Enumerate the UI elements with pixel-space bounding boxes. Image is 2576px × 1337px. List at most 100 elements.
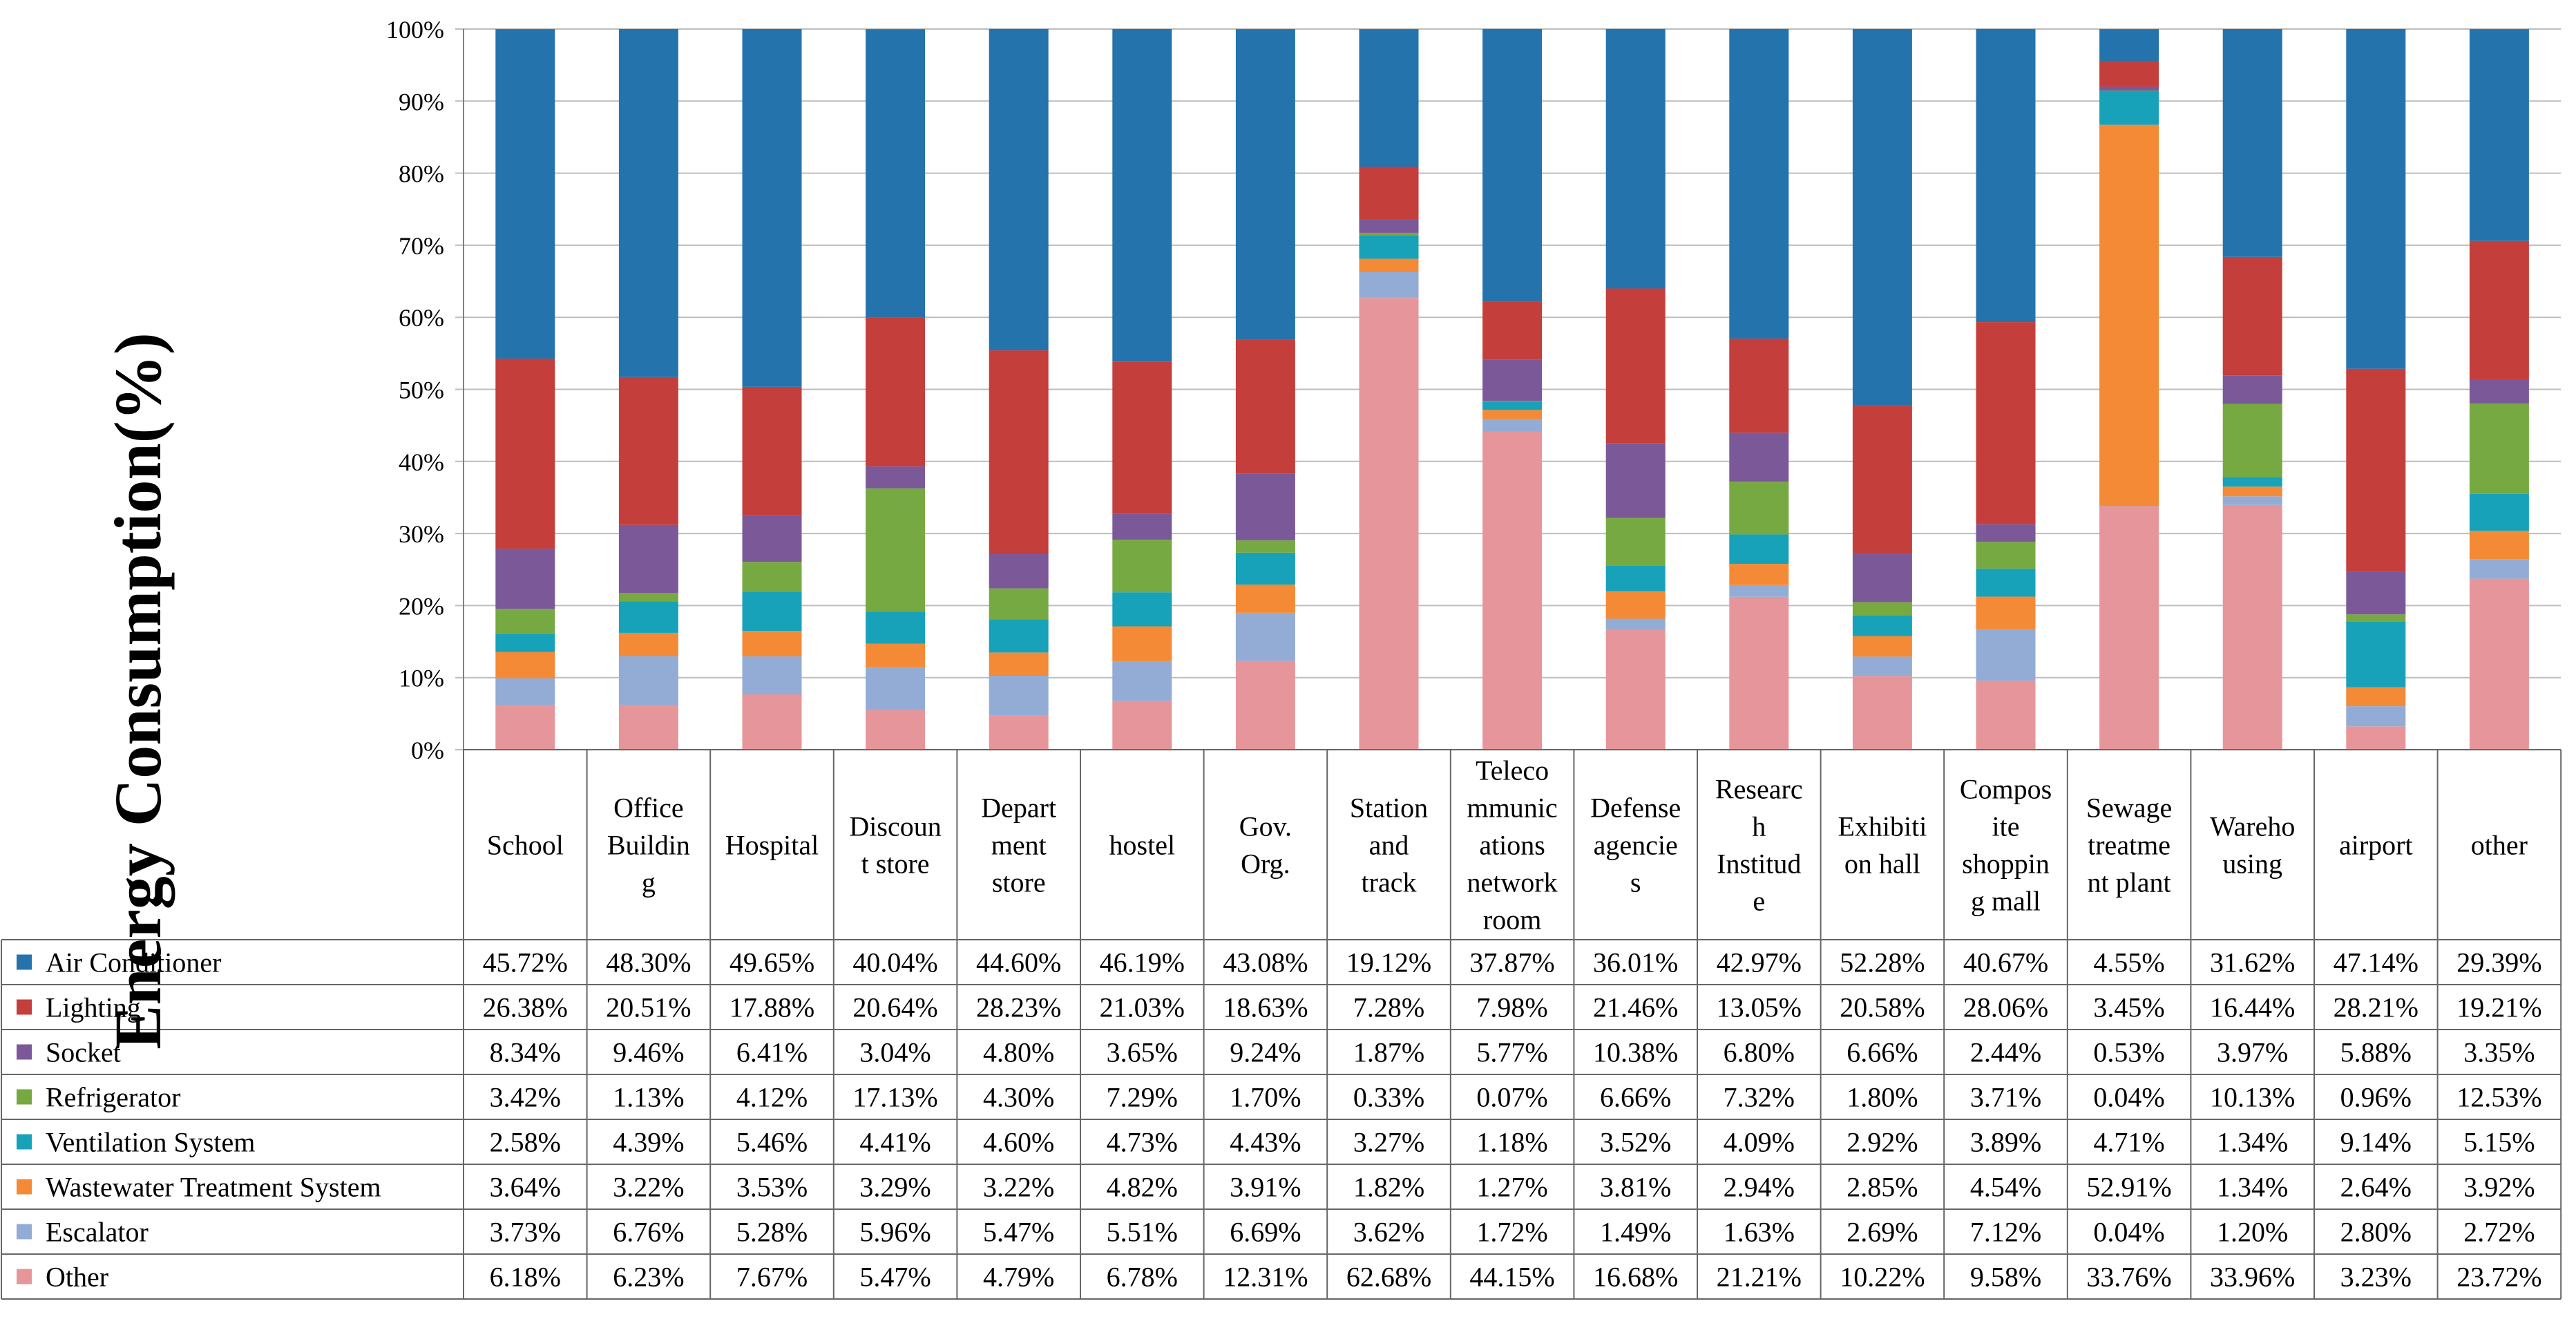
data-label-lighting-exhibition-hall: 20.58%	[1840, 992, 1925, 1023]
bar-ventilation-system-station-and-track	[1359, 235, 1419, 258]
data-label-other-school: 6.18%	[490, 1262, 561, 1293]
bar-socket-gov-org	[1236, 474, 1295, 540]
data-label-escalator-composite-shopping-mall: 7.12%	[1970, 1217, 2041, 1248]
bar-socket-station-and-track	[1359, 219, 1419, 233]
y-axis-label: Energy Consumption(%)	[97, 276, 180, 1106]
data-label-wastewater-treatment-system-discount-store: 3.29%	[859, 1172, 931, 1203]
legend-swatch-air-conditioner	[17, 955, 32, 970]
bar-other-warehousing	[2223, 505, 2282, 750]
data-label-escalator-telecommunications-network-room: 1.72%	[1476, 1217, 1547, 1248]
category-label-research-institude: h	[1752, 811, 1766, 842]
data-label-ventilation-system-exhibition-hall: 2.92%	[1847, 1127, 1918, 1158]
data-label-socket-discount-store: 3.04%	[859, 1037, 931, 1068]
data-label-other-research-institude: 21.21%	[1717, 1262, 1802, 1293]
data-label-other-composite-shopping-mall: 9.58%	[1970, 1262, 2041, 1293]
data-label-other-hostel: 6.78%	[1107, 1262, 1178, 1293]
legend-swatch-lighting	[17, 1000, 32, 1015]
data-label-other-gov-org: 12.31%	[1223, 1262, 1308, 1293]
data-label-escalator-discount-store: 5.96%	[859, 1217, 931, 1248]
data-label-socket-composite-shopping-mall: 2.44%	[1970, 1037, 2041, 1068]
bar-lighting-defense-agencies	[1606, 288, 1666, 443]
data-label-wastewater-treatment-system-hostel: 4.82%	[1107, 1172, 1178, 1203]
data-label-other-telecommunications-network-room: 44.15%	[1469, 1262, 1554, 1293]
data-label-refrigerator-hospital: 4.12%	[736, 1082, 808, 1113]
bar-ventilation-system-exhibition-hall	[1853, 615, 1912, 636]
data-label-wastewater-treatment-system-office-building: 3.22%	[613, 1172, 684, 1203]
data-label-socket-station-and-track: 1.87%	[1353, 1037, 1424, 1068]
data-label-air-conditioner-discount-store: 40.04%	[852, 947, 937, 978]
bar-other-telecommunications-network-room	[1482, 432, 1542, 750]
data-label-refrigerator-research-institude: 7.32%	[1724, 1082, 1795, 1113]
bar-ventilation-system-gov-org	[1236, 553, 1295, 585]
data-label-lighting-sewage-treatment-plant: 3.45%	[2093, 992, 2164, 1023]
data-label-socket-gov-org: 9.24%	[1230, 1037, 1301, 1068]
bar-air-conditioner-research-institude	[1729, 29, 1788, 339]
data-label-air-conditioner-office-building: 48.30%	[606, 947, 691, 978]
bar-socket-office-building	[619, 525, 678, 594]
data-label-air-conditioner-telecommunications-network-room: 37.87%	[1469, 947, 1554, 978]
bar-wastewater-treatment-system-defense-agencies	[1606, 591, 1666, 619]
y-tick-label: 40%	[399, 448, 444, 476]
bar-wastewater-treatment-system-other	[2470, 531, 2529, 559]
data-label-other-station-and-track: 62.68%	[1346, 1262, 1431, 1293]
data-label-wastewater-treatment-system-airport: 2.64%	[2340, 1172, 2412, 1203]
data-label-refrigerator-other: 12.53%	[2456, 1082, 2541, 1113]
category-label-telecommunications-network-room: room	[1483, 904, 1541, 936]
data-label-escalator-gov-org: 6.69%	[1230, 1217, 1301, 1248]
data-label-wastewater-treatment-system-research-institude: 2.94%	[1724, 1172, 1795, 1203]
bar-socket-other	[2470, 379, 2529, 404]
bar-wastewater-treatment-system-office-building	[619, 633, 678, 656]
bar-air-conditioner-hostel	[1112, 29, 1172, 362]
bar-other-discount-store	[866, 710, 925, 750]
data-label-air-conditioner-hospital: 49.65%	[729, 947, 814, 978]
category-label-school: School	[487, 830, 564, 861]
data-label-air-conditioner-composite-shopping-mall: 40.67%	[1963, 947, 2048, 978]
bar-wastewater-treatment-system-gov-org	[1236, 585, 1295, 613]
bar-refrigerator-hostel	[1112, 540, 1172, 592]
category-label-sewage-treatment-plant: treatme	[2088, 830, 2170, 861]
data-label-wastewater-treatment-system-gov-org: 3.91%	[1230, 1172, 1301, 1203]
bar-air-conditioner-sewage-treatment-plant	[2099, 29, 2159, 61]
data-label-other-hospital: 7.67%	[736, 1262, 808, 1293]
category-label-composite-shopping-mall: g mall	[1971, 886, 2041, 917]
bar-escalator-exhibition-hall	[1853, 656, 1912, 676]
data-label-refrigerator-hostel: 7.29%	[1107, 1082, 1178, 1113]
data-label-lighting-defense-agencies: 21.46%	[1593, 992, 1678, 1023]
bar-ventilation-system-school	[495, 634, 555, 652]
y-tick-label: 30%	[399, 520, 444, 548]
data-label-escalator-hospital: 5.28%	[736, 1217, 808, 1248]
data-label-ventilation-system-composite-shopping-mall: 3.89%	[1970, 1127, 2041, 1158]
bar-air-conditioner-office-building	[619, 29, 678, 377]
bar-escalator-school	[495, 679, 555, 705]
data-label-ventilation-system-other: 5.15%	[2463, 1127, 2535, 1158]
y-tick-label: 10%	[399, 665, 444, 692]
bar-lighting-department-store	[989, 350, 1049, 553]
category-label-station-and-track: and	[1369, 830, 1409, 861]
data-label-socket-hostel: 3.65%	[1107, 1037, 1178, 1068]
bar-wastewater-treatment-system-exhibition-hall	[1853, 636, 1912, 657]
bar-air-conditioner-department-store	[989, 29, 1049, 350]
bar-lighting-warehousing	[2223, 257, 2282, 375]
data-label-escalator-defense-agencies: 1.49%	[1600, 1217, 1671, 1248]
category-label-warehousing: Wareho	[2210, 811, 2295, 842]
data-label-wastewater-treatment-system-defense-agencies: 3.81%	[1600, 1172, 1671, 1203]
bar-refrigerator-exhibition-hall	[1853, 602, 1912, 615]
bar-escalator-department-store	[989, 676, 1049, 715]
bar-lighting-exhibition-hall	[1853, 406, 1912, 554]
bar-refrigerator-composite-shopping-mall	[1976, 542, 2036, 569]
data-label-ventilation-system-school: 2.58%	[490, 1127, 561, 1158]
bar-ventilation-system-office-building	[619, 601, 678, 633]
bar-ventilation-system-composite-shopping-mall	[1976, 569, 2036, 597]
bar-escalator-other	[2470, 559, 2529, 578]
bar-socket-telecommunications-network-room	[1482, 359, 1542, 401]
bar-lighting-airport	[2346, 369, 2405, 572]
legend-swatch-wastewater-treatment-system	[17, 1179, 32, 1195]
data-label-socket-school: 8.34%	[490, 1037, 561, 1068]
data-label-air-conditioner-gov-org: 43.08%	[1223, 947, 1308, 978]
bar-lighting-office-building	[619, 377, 678, 525]
bar-wastewater-treatment-system-research-institude	[1729, 564, 1788, 585]
bar-refrigerator-defense-agencies	[1606, 518, 1666, 566]
category-label-office-building: Buildin	[607, 830, 690, 861]
bar-socket-hostel	[1112, 513, 1172, 540]
category-label-composite-shopping-mall: shoppin	[1962, 848, 2050, 880]
